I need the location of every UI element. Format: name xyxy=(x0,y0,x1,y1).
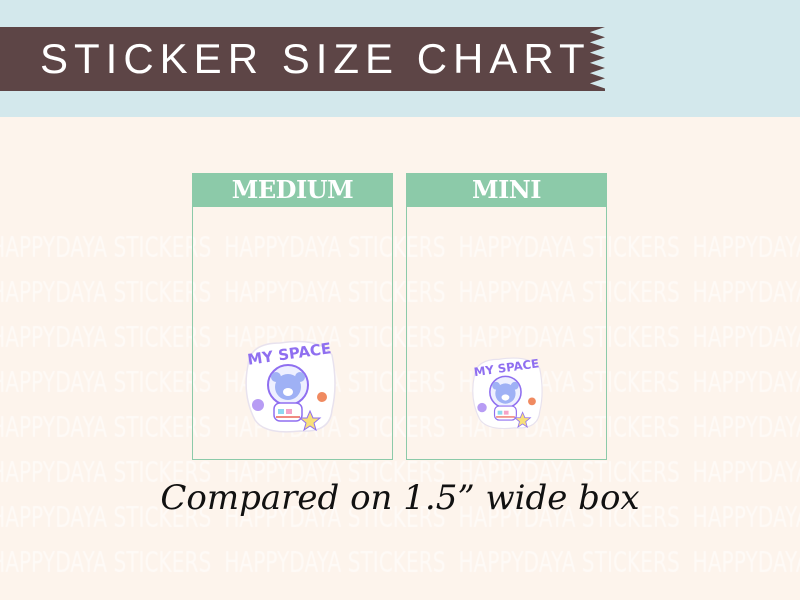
sticker-medium: MY SPACE xyxy=(245,339,336,433)
caption: Compared on 1.5” wide box xyxy=(160,478,640,518)
size-box-mini: MINI xyxy=(406,173,607,460)
title-banner xyxy=(0,27,605,91)
bear-head xyxy=(495,383,516,404)
star-icon xyxy=(513,411,532,429)
planet-icon xyxy=(477,402,487,413)
planet-icon xyxy=(252,399,264,411)
size-label-medium: MEDIUM xyxy=(193,173,392,207)
size-box-medium: MEDIUM xyxy=(192,173,393,460)
bear-snout xyxy=(501,394,510,401)
sun-icon xyxy=(317,392,327,402)
bear-snout xyxy=(283,388,293,396)
sun-icon xyxy=(528,397,536,406)
sticker-mini: MY SPACE xyxy=(472,356,543,430)
page-title: STICKER SIZE CHART xyxy=(40,35,591,82)
watermark xyxy=(0,117,800,600)
bear-head xyxy=(275,374,301,400)
size-label-mini: MINI xyxy=(407,173,606,207)
star-icon xyxy=(298,409,322,432)
